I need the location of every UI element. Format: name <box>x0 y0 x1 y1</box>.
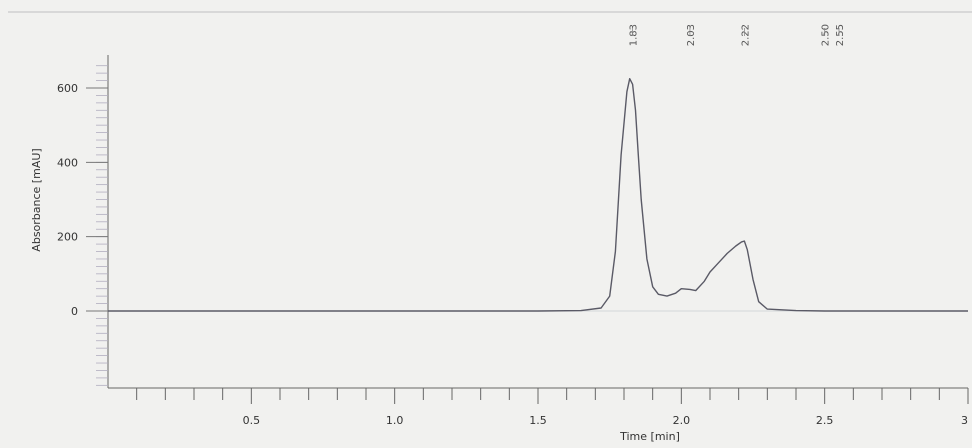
x-axis: 0.5 1.0 1.5 2.0 2.5 3 <box>108 387 969 427</box>
x-tick-label: 3 <box>961 414 968 427</box>
peak-label: 1.83 <box>629 24 640 46</box>
y-minor-ticks <box>96 65 108 386</box>
chromatogram-series-line <box>108 78 968 312</box>
peak-label: 2.03 <box>686 24 697 46</box>
x-tick-label: 2.5 <box>816 414 834 427</box>
peak-label: 2.22 <box>740 24 751 46</box>
y-axis: 0 200 400 600 <box>57 55 109 388</box>
y-axis-title: Absorbance [mAU] <box>30 148 43 251</box>
peak-label: 2.50 <box>821 24 832 46</box>
x-tick-label: 0.5 <box>243 414 261 427</box>
y-tick-label: 600 <box>57 82 78 95</box>
x-tick-label: 1.5 <box>529 414 547 427</box>
x-axis-title: Time [min] <box>619 430 680 443</box>
x-tick-labels: 0.5 1.0 1.5 2.0 2.5 3 <box>243 414 968 427</box>
y-major-ticks <box>86 87 108 312</box>
y-tick-label: 0 <box>71 305 78 318</box>
y-tick-labels: 0 200 400 600 <box>57 82 78 318</box>
x-minor-ticks <box>136 388 969 404</box>
x-tick-label: 1.0 <box>386 414 404 427</box>
y-tick-label: 400 <box>57 156 78 169</box>
x-tick-label: 2.0 <box>673 414 691 427</box>
y-tick-label: 200 <box>57 231 78 244</box>
peak-label: 2.55 <box>835 24 846 46</box>
peak-labels: 1.83 2.03 2.22 2.50 2.55 <box>629 24 846 46</box>
